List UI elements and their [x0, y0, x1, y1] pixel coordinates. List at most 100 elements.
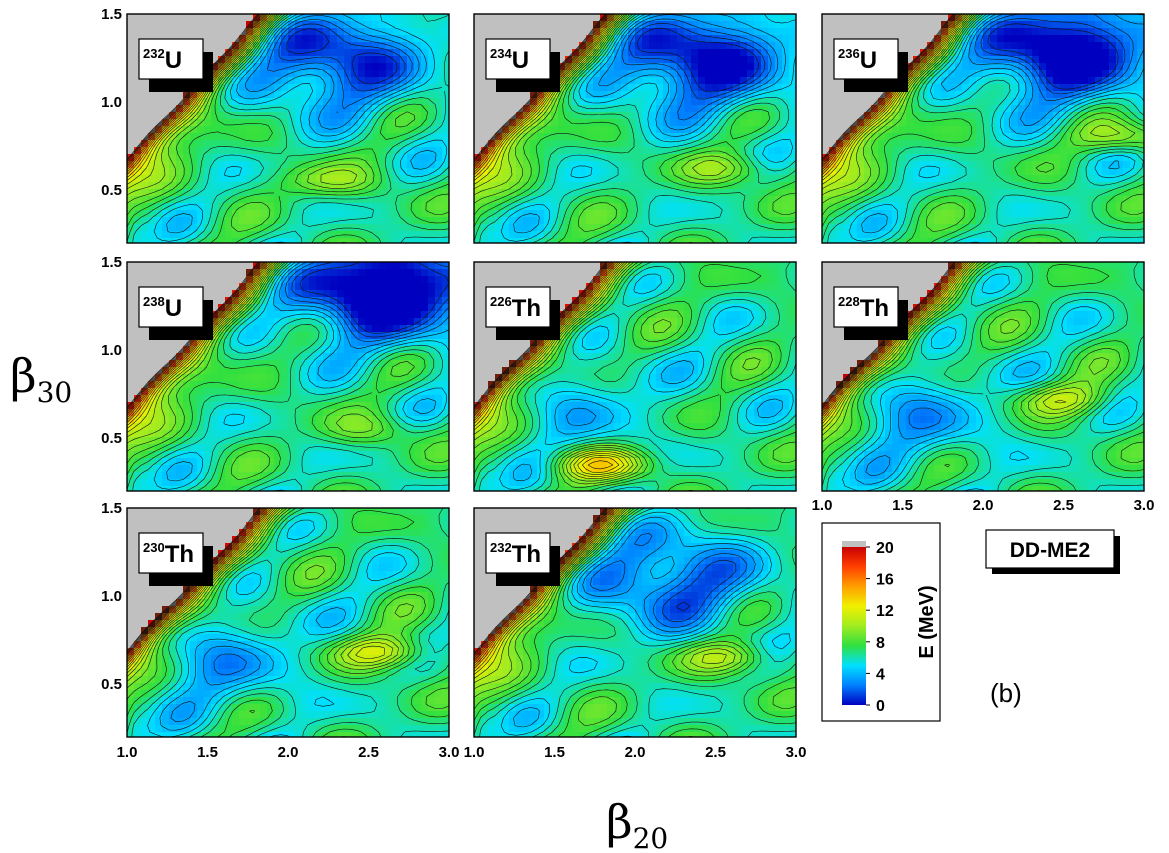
- field-cell: [927, 196, 935, 204]
- field-cell: [983, 14, 991, 22]
- field-cell: [288, 430, 296, 438]
- field-cell: [197, 402, 205, 410]
- field-cell: [274, 49, 282, 57]
- field-cell: [488, 238, 496, 243]
- field-cell: [899, 105, 907, 113]
- field-cell: [323, 311, 331, 319]
- field-cell: [337, 269, 345, 277]
- field-cell: [190, 238, 198, 243]
- field-cell: [1039, 203, 1047, 211]
- field-cell: [400, 203, 408, 211]
- field-cell: [712, 63, 720, 71]
- field-cell: [705, 28, 713, 36]
- field-cell: [442, 381, 449, 389]
- field-cell: [899, 98, 907, 106]
- field-cell: [878, 126, 886, 134]
- field-cell: [1025, 49, 1033, 57]
- field-cell: [502, 175, 510, 183]
- field-cell: [1137, 133, 1144, 141]
- field-cell: [516, 140, 524, 148]
- field-cell: [789, 28, 796, 36]
- field-cell: [684, 168, 692, 176]
- field-cell: [372, 140, 380, 148]
- contour-lines: [822, 14, 1144, 243]
- field-cell: [1060, 175, 1068, 183]
- field-cell: [386, 98, 394, 106]
- field-cell: [197, 140, 205, 148]
- field-cell: [274, 409, 282, 417]
- field-cell: [761, 70, 769, 78]
- field-cell: [414, 318, 422, 326]
- field-cell: [1074, 112, 1082, 120]
- field-cell: [1039, 112, 1047, 120]
- field-cell: [913, 196, 921, 204]
- field-cell: [712, 203, 720, 211]
- field-cell: [155, 182, 163, 190]
- field-cell: [197, 346, 205, 354]
- field-cell: [309, 196, 317, 204]
- field-cell: [761, 91, 769, 99]
- field-cell: [920, 147, 928, 155]
- field-cell: [386, 119, 394, 127]
- field-cell: [155, 416, 163, 424]
- field-cell: [983, 175, 991, 183]
- field-cell: [892, 217, 900, 225]
- field-cell: [421, 262, 429, 270]
- field-cell: [344, 77, 352, 85]
- field-cell: [955, 84, 963, 92]
- field-cell: [190, 360, 198, 368]
- field-cell: [232, 423, 240, 431]
- field-cell: [316, 430, 324, 438]
- field-cell: [705, 217, 713, 225]
- isotope-mass: 236: [838, 46, 860, 61]
- field-cell: [253, 388, 261, 396]
- field-cell: [969, 189, 977, 197]
- field-cell: [1032, 28, 1040, 36]
- field-cell: [1116, 49, 1124, 57]
- field-cell: [232, 217, 240, 225]
- field-cell: [246, 140, 254, 148]
- field-cell: [934, 126, 942, 134]
- field-cell: [1088, 154, 1096, 162]
- field-cell: [386, 77, 394, 85]
- field-cell: [281, 154, 289, 162]
- field-cell: [920, 196, 928, 204]
- field-cell: [246, 217, 254, 225]
- field-cell: [351, 339, 359, 347]
- field-cell: [628, 168, 636, 176]
- field-cell: [274, 430, 282, 438]
- field-cell: [733, 98, 741, 106]
- field-cell: [302, 77, 310, 85]
- field-cell: [775, 91, 783, 99]
- field-cell: [267, 196, 275, 204]
- field-cell: [607, 133, 615, 141]
- field-cell: [134, 238, 142, 243]
- field-cell: [288, 105, 296, 113]
- field-cell: [400, 437, 408, 445]
- field-cell: [337, 42, 345, 50]
- field-cell: [379, 416, 387, 424]
- field-cell: [176, 430, 184, 438]
- field-cell: [775, 126, 783, 134]
- field-cell: [530, 238, 538, 243]
- field-cell: [428, 189, 436, 197]
- field-cell: [649, 112, 657, 120]
- field-cell: [1088, 91, 1096, 99]
- field-cell: [920, 119, 928, 127]
- field-cell: [649, 182, 657, 190]
- field-cell: [428, 283, 436, 291]
- field-cell: [351, 91, 359, 99]
- field-cell: [775, 182, 783, 190]
- field-cell: [428, 276, 436, 284]
- field-cell: [628, 42, 636, 50]
- field-cell: [428, 339, 436, 347]
- field-cell: [1067, 175, 1075, 183]
- field-cell: [656, 217, 664, 225]
- field-cell: [358, 217, 366, 225]
- field-cell: [204, 367, 212, 375]
- field-cell: [1109, 217, 1117, 225]
- field-cell: [1011, 203, 1019, 211]
- field-cell: [386, 325, 394, 333]
- field-cell: [983, 217, 991, 225]
- field-cell: [782, 42, 790, 50]
